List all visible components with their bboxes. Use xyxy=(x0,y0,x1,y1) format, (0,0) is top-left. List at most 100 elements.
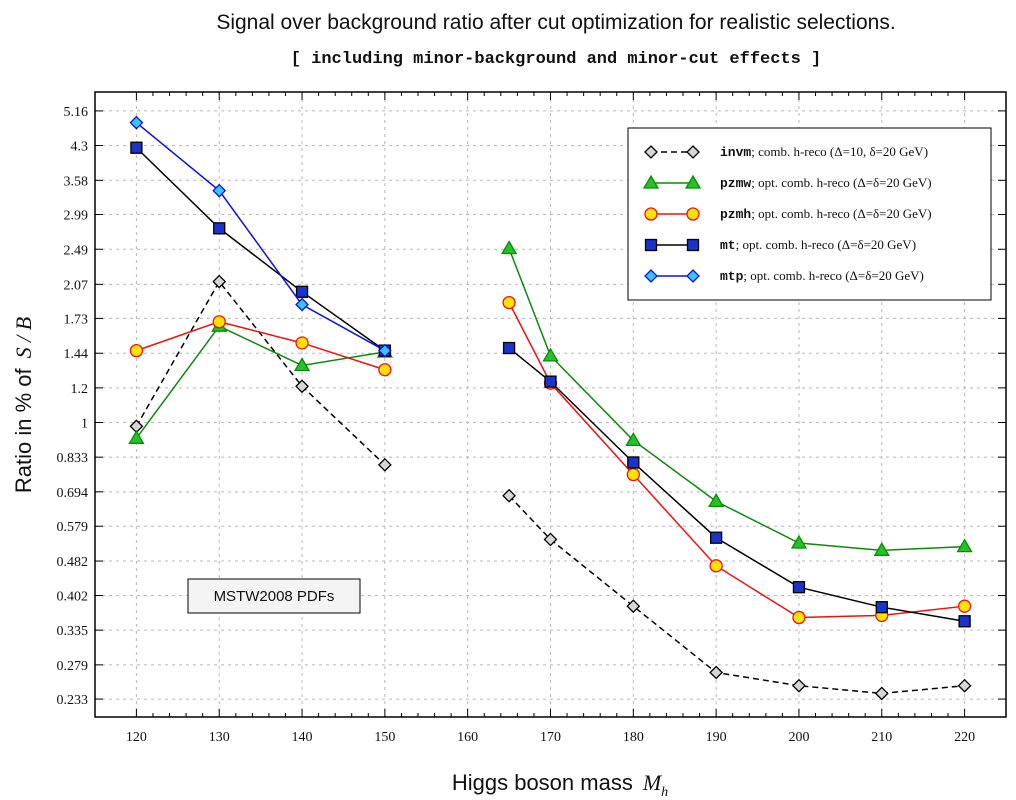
legend-text-mtp: mtp; opt. comb. h-reco (Δ=δ=20 GeV) xyxy=(720,268,924,284)
data-point-invm xyxy=(792,678,806,693)
data-point-invm xyxy=(377,457,392,472)
data-point-mt xyxy=(627,456,640,469)
y-tick-label: 2.49 xyxy=(64,243,89,258)
legend-separator: ; xyxy=(743,268,750,283)
legend-separator: ; xyxy=(736,237,743,252)
x-axis-subscript: h xyxy=(661,785,668,800)
data-point-mt xyxy=(295,285,309,298)
y-tick-label: 2.99 xyxy=(64,209,89,224)
y-axis-label: Ratio in % of xyxy=(11,368,36,494)
legend-text-mt: mt; opt. comb. h-reco (Δ=δ=20 GeV) xyxy=(720,237,916,253)
data-point-mt xyxy=(958,615,971,628)
data-point-mt xyxy=(544,375,557,388)
data-point-invm xyxy=(295,379,309,394)
pdf-note-box xyxy=(187,578,361,614)
legend-desc-invm: comb. h-reco (Δ=10, δ=20 GeV) xyxy=(758,144,928,159)
legend-key-pzmh: pzmh xyxy=(720,207,751,222)
legend-separator: ; xyxy=(751,175,758,190)
data-point-invm xyxy=(709,665,724,680)
series-line-pzmh xyxy=(508,302,965,619)
legend-marker-pzmw xyxy=(642,174,660,189)
y-tick-label: 0.233 xyxy=(57,693,89,708)
data-point-pzmh xyxy=(295,336,309,350)
data-point-mt xyxy=(709,531,723,544)
series-layer xyxy=(128,115,973,701)
legend-desc-pzmw: opt. comb. h-reco (Δ=δ=20 GeV) xyxy=(758,175,932,190)
series-line-invm xyxy=(508,495,965,695)
y-tick-label: 1 xyxy=(81,416,88,431)
x-tick-label: 210 xyxy=(871,730,892,745)
data-point-pzmh xyxy=(709,559,723,573)
y-tick-label: 4.3 xyxy=(71,140,89,155)
y-tick-label: 1.2 xyxy=(71,382,89,397)
y-tick-label: 0.482 xyxy=(57,555,89,570)
data-point-pzmh xyxy=(129,343,144,358)
x-axis-label: Higgs boson mass xyxy=(452,770,633,795)
data-point-pzmw xyxy=(542,347,559,362)
y-tick-label: 0.279 xyxy=(57,659,89,674)
y-tick-label: 0.402 xyxy=(57,590,89,605)
legend-desc-pzmh: opt. comb. h-reco (Δ=δ=20 GeV) xyxy=(758,206,932,221)
data-point-pzmw xyxy=(128,430,145,444)
data-point-pzmh xyxy=(378,363,392,377)
legend-entries: invm; comb. h-reco (Δ=10, δ=20 GeV) pzmw;… xyxy=(642,144,932,284)
chart-title: Signal over background ratio after cut o… xyxy=(216,11,895,34)
data-point-mtp xyxy=(129,115,144,130)
data-point-pzmh xyxy=(792,610,806,625)
x-tick-label: 140 xyxy=(292,730,313,745)
data-point-pzmh xyxy=(957,599,972,613)
y-tick-label: 1.44 xyxy=(64,347,89,362)
legend-text-pzmh: pzmh; opt. comb. h-reco (Δ=δ=20 GeV) xyxy=(720,206,932,222)
x-axis-symbol: M xyxy=(642,770,663,795)
y-tick-label: 0.694 xyxy=(57,486,89,501)
y-axis-title: Ratio in % of S / B xyxy=(11,317,36,493)
legend-marker-mtp xyxy=(644,269,658,283)
data-point-mtp xyxy=(377,343,392,358)
chart-subtitle: [ including minor-background and minor-c… xyxy=(291,50,822,69)
legend-marker-mtp xyxy=(686,269,700,283)
data-point-invm xyxy=(212,274,227,289)
legend-marker-pzmh xyxy=(686,207,700,221)
y-tick-label: 0.335 xyxy=(57,624,89,639)
pdf-note-label: MSTW2008 PDFs xyxy=(214,588,335,605)
y-tick-label: 0.579 xyxy=(57,520,89,535)
data-point-pzmh xyxy=(626,467,640,482)
y-axis-symbol: S / B xyxy=(11,317,36,359)
legend-marker-invm xyxy=(644,145,658,159)
legend: invm; comb. h-reco (Δ=10, δ=20 GeV) pzmw;… xyxy=(627,127,992,301)
legend-key-pzmw: pzmw xyxy=(720,176,751,191)
data-point-invm xyxy=(543,532,558,547)
data-point-mt xyxy=(502,341,516,355)
data-point-invm xyxy=(626,599,641,614)
data-point-pzmw xyxy=(790,534,808,549)
legend-key-invm: invm xyxy=(720,145,751,160)
legend-marker-mt xyxy=(644,238,658,252)
data-point-pzmw xyxy=(873,542,890,556)
series-line-mt xyxy=(508,347,965,623)
data-point-pzmw xyxy=(500,240,518,255)
data-point-invm xyxy=(502,488,517,503)
x-axis-title: Higgs boson mass Mh xyxy=(452,770,668,800)
series-mtp xyxy=(129,115,392,358)
data-point-mt xyxy=(130,141,143,154)
data-point-pzmh xyxy=(212,315,226,329)
data-point-invm xyxy=(874,686,889,701)
data-point-mt xyxy=(213,222,226,235)
x-tick-label: 150 xyxy=(374,730,395,745)
legend-text-invm: invm; comb. h-reco (Δ=10, δ=20 GeV) xyxy=(720,144,928,160)
legend-marker-pzmh xyxy=(644,207,658,221)
data-point-invm xyxy=(957,678,972,693)
data-point-pzmw xyxy=(708,493,725,508)
y-tick-label: 2.07 xyxy=(64,278,89,293)
series-line-mt xyxy=(135,147,386,352)
x-tick-label: 170 xyxy=(540,730,561,745)
legend-text-pzmw: pzmw; opt. comb. h-reco (Δ=δ=20 GeV) xyxy=(720,175,932,191)
data-point-mt xyxy=(875,601,888,614)
legend-separator: ; xyxy=(751,206,758,221)
data-point-pzmh xyxy=(502,295,516,310)
x-tick-label: 160 xyxy=(457,730,478,745)
legend-separator: ; xyxy=(751,144,758,159)
x-tick-label: 220 xyxy=(954,730,975,745)
y-tick-label: 1.73 xyxy=(64,312,89,327)
